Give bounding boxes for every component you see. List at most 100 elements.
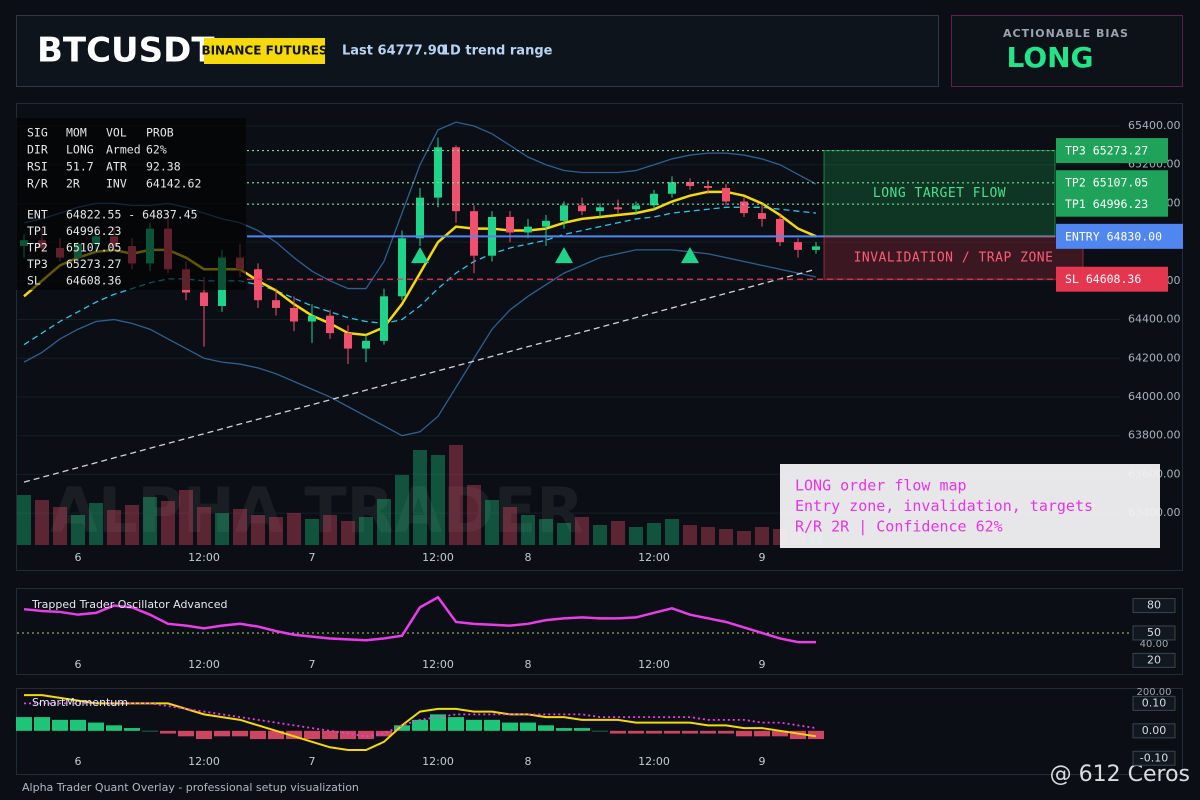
watermark: ALPHA TRADER (50, 474, 584, 547)
buy-signal (555, 247, 573, 264)
candle-body (578, 205, 586, 212)
info-cell: 2R (66, 177, 80, 191)
momentum-bar (448, 717, 464, 731)
x-tick-label: 7 (309, 755, 316, 768)
momentum-bar (286, 730, 302, 740)
momentum-bar (610, 730, 626, 734)
info-level: 65273.27 (66, 257, 121, 271)
candle-body (614, 207, 622, 210)
volume-bar (251, 515, 265, 545)
info-level: SL (27, 274, 41, 288)
volume-bar (719, 529, 733, 545)
momentum-bar (16, 717, 32, 731)
momentum-line (24, 694, 817, 752)
candle-body (758, 213, 766, 219)
buy-signal (681, 247, 699, 264)
momentum-bar (592, 730, 608, 732)
momentum-bar (70, 719, 86, 731)
candle-body (416, 197, 424, 239)
footer: Alpha Trader Quant Overlay - professiona… (22, 781, 359, 794)
exchange-badge (204, 38, 325, 64)
candle-body (434, 147, 442, 198)
x-tick-label: 8 (525, 755, 532, 768)
level-tag-text: TP3 65273.27 (1065, 143, 1148, 157)
volume-bar (593, 525, 607, 545)
level-value: 64996.23 (1093, 197, 1148, 211)
range: 1D trend range (441, 44, 553, 59)
zone-label: LONG TARGET FLOW (873, 186, 1006, 201)
volume-bar (557, 523, 571, 545)
candle-body (776, 218, 784, 243)
momentum-bar (322, 730, 338, 740)
info-cell: SIG (27, 126, 48, 140)
level-name: TP3 (1065, 143, 1086, 157)
momentum-bar (160, 730, 176, 734)
volume-bar (233, 509, 247, 545)
momentum-bar (466, 719, 482, 731)
volume-bar (683, 525, 697, 545)
momentum-bar (412, 719, 428, 731)
momentum-bar (124, 728, 140, 731)
candle-body (344, 333, 352, 349)
candle-body (704, 186, 712, 188)
panel-title: Trapped Trader Oscillator Advanced (31, 598, 227, 611)
y-tick-label: 64400.00 (1128, 313, 1181, 326)
volume-bar (341, 521, 355, 545)
info-cell: RSI (27, 160, 48, 174)
overlays: LONG TARGET FLOW INVALIDATION / TRAP ZONE… (16, 118, 1183, 548)
volume-bar (71, 515, 85, 545)
momentum-bar (808, 730, 824, 740)
info-panel (16, 118, 246, 290)
header-panel (16, 15, 939, 87)
momentum-bar (376, 730, 392, 737)
level-value: 64608.36 (1086, 272, 1141, 286)
momentum-bar (736, 730, 752, 737)
candle-body (668, 182, 676, 194)
candle-body (794, 242, 802, 250)
candle-body (398, 238, 406, 297)
volume-bar (431, 455, 445, 545)
volume-bar (575, 517, 589, 545)
candle-body (362, 340, 370, 349)
info-level: ENT (27, 208, 48, 222)
candle-body (254, 269, 262, 301)
y-tick-label: 0.00 (1142, 724, 1167, 737)
volume-bar (17, 495, 31, 545)
y-tick-box (1132, 695, 1176, 711)
y-tick-label: -0.10 (1140, 751, 1168, 764)
info-cell: 92.38 (146, 160, 181, 174)
info-cell: VOL (106, 126, 127, 140)
y-tick-label: 64000.00 (1128, 390, 1181, 403)
level-name: ENTRY (1065, 229, 1100, 243)
corner-label: 200.00 (1137, 687, 1172, 698)
info-cell: 51.7 (66, 160, 94, 174)
info-level: TP2 (27, 241, 48, 255)
momentum-bar (718, 730, 734, 734)
y-tick-label: 80 (1147, 599, 1161, 612)
level-tag (1056, 170, 1168, 196)
x-tick-label: 12:00 (422, 551, 454, 564)
volume-bar (701, 527, 715, 545)
info-cell: R/R (27, 177, 48, 191)
candle-body (380, 296, 388, 341)
volume-bar (647, 523, 661, 545)
zone (823, 150, 1056, 237)
volume-bar (179, 490, 193, 545)
momentum-bar (268, 730, 284, 740)
volume-bar (503, 507, 517, 545)
symbol: BTCUSDT (37, 31, 215, 71)
info-level: 65107.05 (66, 241, 121, 255)
y-tick-box (1132, 625, 1176, 641)
momentum-bar (790, 730, 806, 740)
candle-body (326, 315, 334, 334)
volume-bar (305, 519, 319, 545)
info-cell: 64142.62 (146, 177, 201, 191)
volume-bar (53, 507, 67, 545)
volume-bar (287, 513, 301, 545)
x-tick-label: 9 (759, 658, 766, 671)
candle-body (470, 211, 478, 256)
candle-body (452, 147, 460, 212)
bias-panel (951, 15, 1183, 87)
oscillator-panel (16, 588, 1183, 675)
momentum-bar (196, 730, 212, 740)
